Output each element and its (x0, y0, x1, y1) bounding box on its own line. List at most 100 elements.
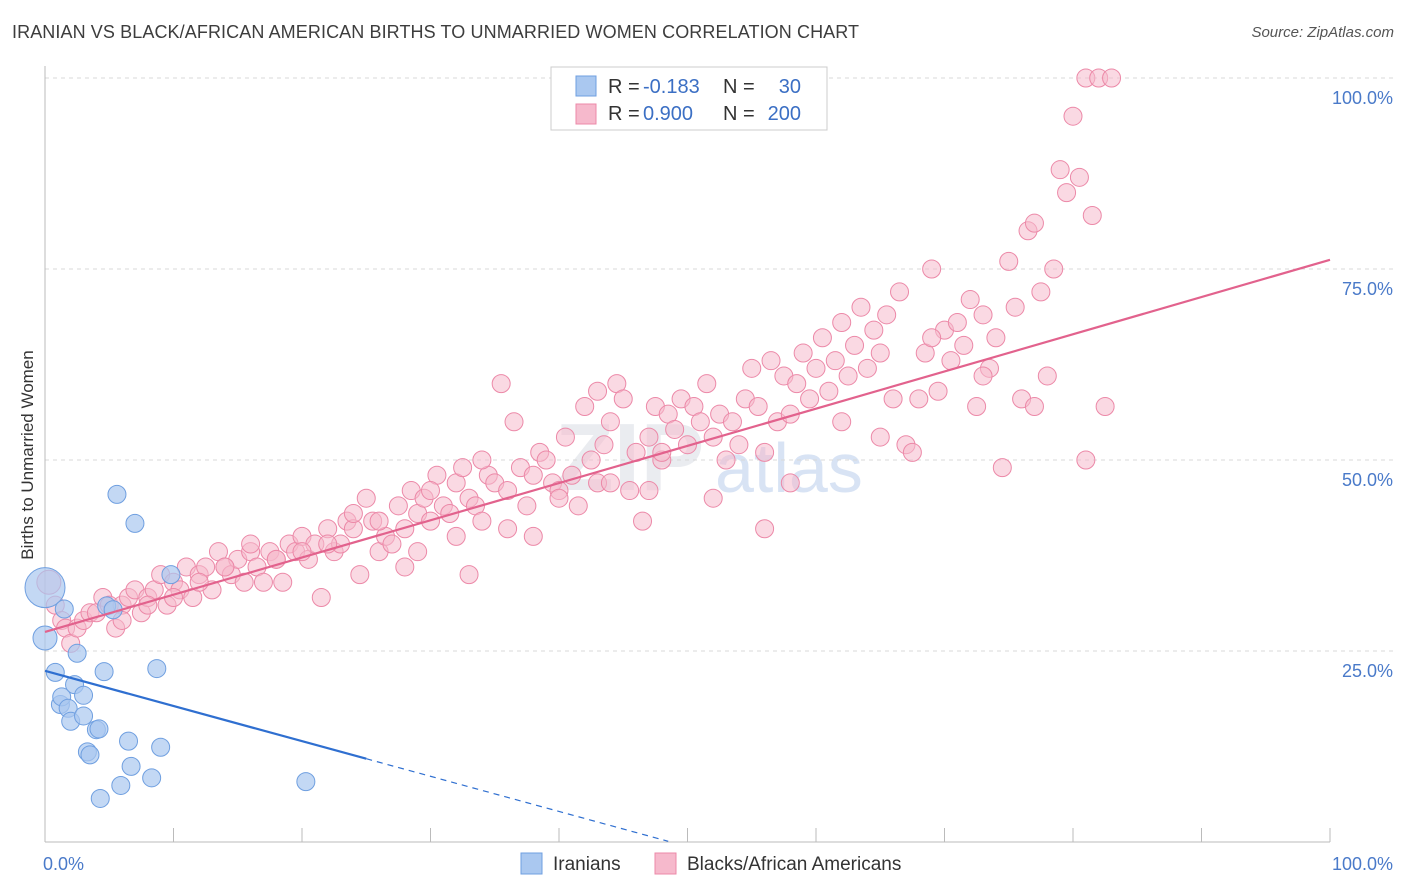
iranians-point-28 (161, 565, 181, 585)
blacks-point-106 (716, 450, 736, 470)
blacks-point-71 (491, 374, 511, 394)
blacks-point-143 (954, 335, 974, 355)
blacks-point-166 (1102, 68, 1122, 88)
blacks-point-163 (1082, 206, 1102, 226)
blacks-point-198 (421, 481, 440, 501)
blacks-point-87 (594, 435, 614, 455)
iranians-point-24 (125, 513, 145, 533)
blacks-point-113 (761, 351, 781, 371)
iranians-trend-extension (366, 758, 669, 842)
legend-r-label-blacks: R = (608, 103, 640, 125)
blacks-point-145 (967, 397, 987, 417)
trend-lines (44, 258, 1331, 842)
blacks-point-75 (517, 496, 537, 516)
legend-swatch-blacks (575, 103, 597, 125)
legend-swatch-iranians (575, 75, 597, 97)
blacks-point-172 (459, 565, 479, 585)
bottom-legend-swatch-blacks (654, 852, 677, 875)
blacks-point-151 (1005, 297, 1025, 317)
iranians-point-9 (67, 643, 87, 663)
blacks-point-158 (1050, 160, 1070, 180)
legend-n-label-iranians: N = (723, 76, 755, 98)
blacks-point-174 (780, 473, 800, 493)
iranians-point-0 (24, 567, 66, 609)
blacks-point-118 (793, 343, 813, 363)
blacks-point-83 (568, 496, 588, 516)
x-tick-label-left: 0.0% (43, 854, 84, 874)
blacks-point-170 (588, 381, 608, 401)
blacks-point-100 (678, 435, 697, 455)
blacks-point-178 (1024, 397, 1044, 417)
iranians-point-29 (296, 772, 316, 792)
bottom-legend-swatch-iranians (520, 852, 543, 875)
x-tick-label-right: 100.0% (1332, 854, 1393, 874)
blacks-point-102 (690, 412, 710, 432)
chart-title: IRANIAN VS BLACK/AFRICAN AMERICAN BIRTHS… (12, 22, 860, 42)
blacks-point-126 (845, 335, 865, 355)
y-tick-label-2: 50.0% (1342, 470, 1393, 490)
blacks-point-128 (857, 358, 877, 378)
iranians-point-21 (111, 775, 131, 795)
blacks-point-72 (498, 481, 518, 501)
blacks-point-49 (350, 565, 370, 585)
blacks-point-194 (215, 557, 235, 577)
blacks-point-177 (973, 366, 993, 386)
blacks-point-133 (890, 282, 910, 302)
iranians-point-22 (119, 731, 139, 751)
blacks-point-68 (472, 511, 492, 531)
blacks-point-175 (870, 427, 890, 447)
blacks-point-191 (138, 595, 158, 615)
iranians-point-20 (107, 484, 127, 504)
blacks-point-176 (922, 328, 942, 348)
y-tick-label-0: 100.0% (1332, 88, 1393, 108)
blacks-point-110 (742, 358, 762, 378)
blacks-point-91 (620, 481, 640, 501)
blacks-point-161 (1069, 167, 1089, 187)
blacks-point-120 (806, 358, 826, 378)
blacks-point-180 (703, 488, 723, 508)
blacks-point-93 (633, 511, 653, 531)
blacks-point-54 (382, 534, 402, 554)
blacks-point-144 (960, 290, 980, 310)
blacks-point-149 (992, 458, 1012, 478)
legend-n-value-iranians: 30 (779, 76, 801, 98)
blacks-point-73 (504, 412, 524, 432)
blacks-point-125 (838, 366, 858, 386)
blacks-point-94 (639, 427, 659, 447)
blacks-point-155 (1031, 282, 1051, 302)
blacks-point-129 (864, 320, 884, 340)
blacks-point-135 (902, 442, 922, 462)
blacks-point-156 (1037, 366, 1057, 386)
blacks-point-146 (973, 305, 993, 325)
blacks-points (36, 68, 1122, 653)
y-tick-label-3: 25.0% (1342, 661, 1393, 681)
blacks-point-50 (356, 488, 376, 508)
blacks-point-81 (555, 427, 575, 447)
iranians-point-11 (74, 706, 94, 726)
blacks-point-167 (832, 412, 852, 432)
iranians-trend-line (44, 669, 367, 760)
blacks-point-185 (446, 526, 466, 546)
blacks-point-43 (311, 588, 331, 608)
blacks-point-199 (472, 450, 492, 470)
blacks-point-187 (343, 503, 363, 523)
blacks-point-104 (703, 427, 723, 447)
iranians-point-16 (90, 788, 110, 808)
y-tick-label-1: 75.0% (1342, 279, 1393, 299)
blacks-point-173 (408, 542, 428, 562)
blacks-point-85 (581, 450, 601, 470)
blacks-point-197 (369, 511, 389, 531)
blacks-point-148 (986, 328, 1006, 348)
grid-layer (45, 77, 1395, 652)
blacks-point-157 (1044, 259, 1064, 279)
blacks-point-108 (729, 435, 749, 455)
blacks-point-112 (755, 442, 775, 462)
blacks-point-78 (536, 450, 556, 470)
chart-source: Source: ZipAtlas.com (1251, 24, 1394, 41)
blacks-point-107 (722, 412, 742, 432)
blacks-point-186 (395, 557, 415, 577)
blacks-point-184 (498, 519, 518, 539)
blacks-point-117 (787, 374, 807, 394)
blacks-point-150 (999, 251, 1019, 271)
blacks-point-37 (273, 572, 293, 592)
